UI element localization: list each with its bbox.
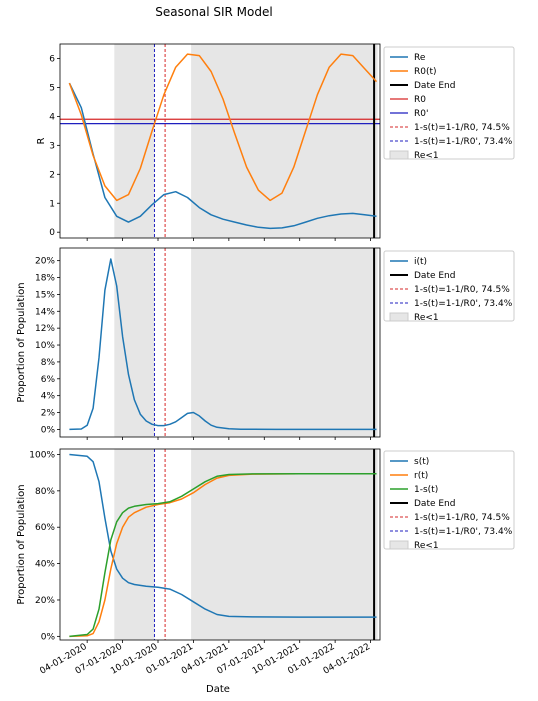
legend: Re R0(t) Date End R0 R0' 1-s(t)=1-1/R0, 74.5%… <box>383 46 515 161</box>
legend-label: 1-s(t)=1-1/R0', 73.4% <box>414 527 513 537</box>
legend: i(t) Date End 1-s(t)=1-1/R0, 74.5% 1-s(t)=1… <box>383 250 515 323</box>
legend: s(t) r(t) 1-s(t) Date End 1-s(t)=1-1/R0, 74.… <box>383 450 515 551</box>
plot-frame <box>59 247 381 438</box>
shaded-region-re-lt-1 <box>191 44 378 238</box>
series-line-r-t- <box>69 472 377 638</box>
series-line-r0-t- <box>68 53 378 202</box>
legend-label: 1-s(t)=1-1/R0, 74.5% <box>414 285 510 295</box>
legend-label: 1-s(t)=1-1/R0', 73.4% <box>414 137 513 147</box>
shaded-region-re-lt-1 <box>191 449 378 640</box>
shaded-region-re-lt-1 <box>114 248 155 437</box>
y-tick-label: 12% <box>35 324 55 334</box>
legend-label: Re<1 <box>414 151 439 161</box>
panels: 0 1 2 3 4 5 6 R Re R0(t) Date End R0 R0' 1-s(t)=1-1/R… <box>16 43 515 677</box>
y-tick-label: 5 <box>49 83 55 93</box>
legend-label: Date End <box>414 499 455 509</box>
legend-label: 1-s(t)=1-1/R0, 74.5% <box>414 123 510 133</box>
legend-label: r(t) <box>414 471 428 481</box>
y-tick-label: 0 <box>49 228 55 238</box>
y-axis-label: R <box>36 137 47 144</box>
legend-label: i(t) <box>414 257 427 267</box>
panel-3: 0% 20% 40% 60% 80% 100% Proportion of Populati… <box>16 448 515 677</box>
panel-1: 0 1 2 3 4 5 6 R Re R0(t) Date End R0 R0' 1-s(t)=1-1/R… <box>36 43 515 241</box>
plot-area <box>69 449 378 640</box>
legend-label: 1-s(t)=1-1/R0, 74.5% <box>414 513 510 523</box>
legend-label: s(t) <box>414 457 429 467</box>
shaded-region-re-lt-1 <box>191 248 378 437</box>
y-tick-label: 60% <box>35 523 55 533</box>
y-tick-label: 18% <box>35 274 55 284</box>
legend-swatch <box>389 150 409 160</box>
shaded-region-re-lt-1 <box>114 44 155 238</box>
legend-label: Re<1 <box>414 541 439 551</box>
series-line-1-s-t- <box>69 472 377 638</box>
figure-title: Seasonal SIR Model <box>155 5 272 19</box>
y-tick-label: 0% <box>41 425 56 435</box>
y-tick-label: 8% <box>41 358 56 368</box>
y-tick-label: 10% <box>35 341 55 351</box>
legend-box <box>383 46 515 160</box>
legend-label: R0' <box>414 109 428 119</box>
y-tick-label: 14% <box>35 307 55 317</box>
y-axis-label: Proportion of Population <box>16 282 27 402</box>
y-tick-label: 6 <box>49 54 55 64</box>
y-axis-label: Proportion of Population <box>16 484 27 604</box>
plot-frame <box>59 448 381 641</box>
legend-label: Re <box>414 53 426 63</box>
y-tick-label: 15% <box>35 290 55 300</box>
legend-label: 1-s(t)=1-1/R0', 73.4% <box>414 299 513 309</box>
y-tick-label: 2% <box>41 409 56 419</box>
legend-label: R0 <box>414 95 426 105</box>
x-axis-label: Date <box>206 684 230 695</box>
series-line-i-t- <box>69 258 377 431</box>
y-tick-label: 80% <box>35 487 55 497</box>
legend-label: Date End <box>414 81 455 91</box>
y-tick-label: 4 <box>49 112 55 122</box>
y-tick-label: 0% <box>41 632 56 642</box>
panel-2: 0% 2% 4% 6% 8% 10% 12% 14% 15% 18% 20% Proportion o… <box>16 247 515 440</box>
shaded-region-re-lt-1 <box>114 449 155 640</box>
plot-frame <box>59 43 381 239</box>
y-tick-label: 2 <box>49 170 55 180</box>
y-tick-label: 20% <box>35 596 55 606</box>
y-tick-label: 4% <box>41 392 56 402</box>
y-tick-label: 100% <box>29 450 55 460</box>
legend-label: R0(t) <box>414 67 437 77</box>
legend-box <box>383 450 515 550</box>
y-tick-label: 6% <box>41 375 56 385</box>
legend-label: 1-s(t) <box>414 485 438 495</box>
legend-label: Re<1 <box>414 313 439 323</box>
legend-box <box>383 250 515 322</box>
plot-area <box>60 44 380 238</box>
y-tick-label: 40% <box>35 560 55 570</box>
y-tick-label: 1 <box>49 199 55 209</box>
series-line-re <box>68 82 377 230</box>
y-tick-label: 3 <box>49 141 55 151</box>
legend-swatch <box>389 540 409 550</box>
series-line-s-t- <box>69 453 377 618</box>
plot-area <box>69 248 378 437</box>
legend-swatch <box>389 312 409 322</box>
y-tick-label: 20% <box>35 257 55 267</box>
legend-label: Date End <box>414 271 455 281</box>
